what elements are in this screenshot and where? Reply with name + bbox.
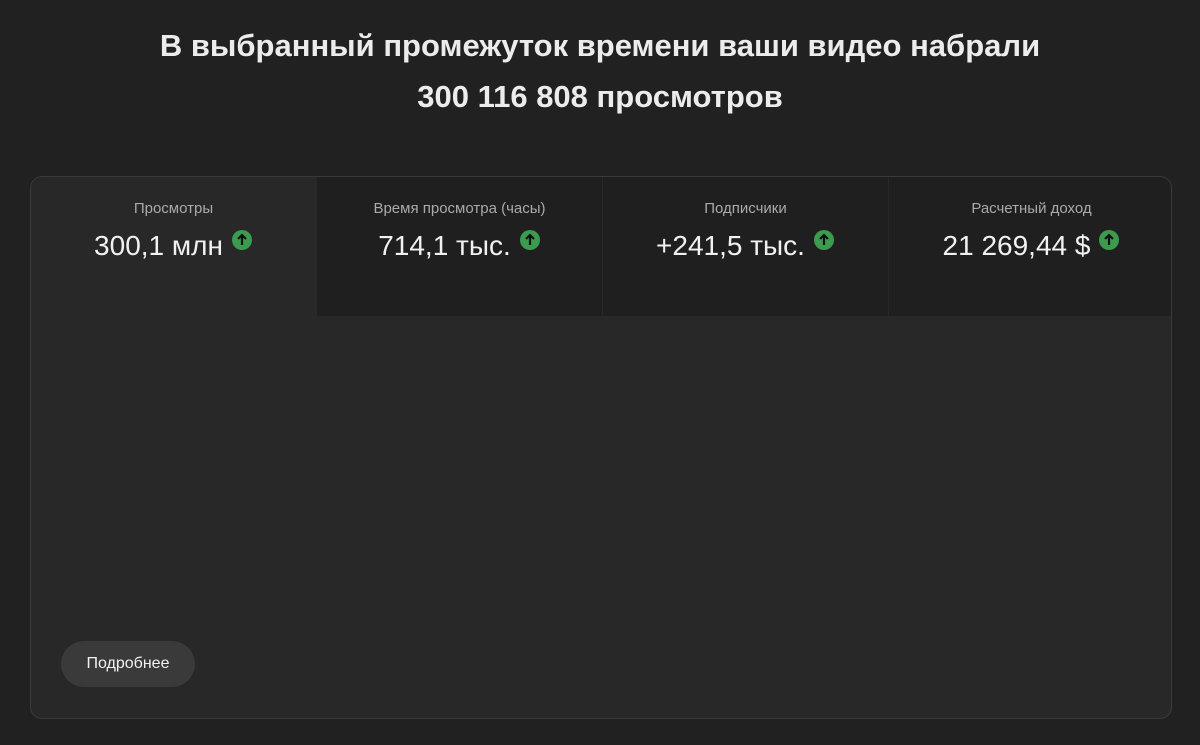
metric-value: 714,1 тыс.: [378, 230, 511, 261]
metric-value-row: 21 269,44 $: [889, 229, 1171, 262]
metric-value: 300,1 млн: [94, 230, 223, 261]
metric-card[interactable]: Время просмотра (часы) 714,1 тыс.: [317, 177, 602, 316]
title: В выбранный промежуток времени ваши виде…: [159, 28, 1041, 63]
trend-up-icon: [813, 230, 834, 250]
details-button[interactable]: Подробнее: [61, 641, 195, 687]
metric-label: Расчетный доход: [971, 200, 1092, 217]
metric-card[interactable]: Подписчики +241,5 тыс.: [603, 177, 888, 316]
metric-value-row: 300,1 млн 08,0 млн16,0 млн24,0 млн20 окт.…: [31, 229, 316, 262]
trend-up-icon: [519, 230, 540, 250]
metric-label: Подписчики: [704, 200, 787, 217]
trend-up-icon: 08,0 млн16,0 млн24,0 млн20 окт. …25 окт.…: [231, 230, 252, 250]
metric-card[interactable]: Просмотры 300,1 млн 08,0 млн16,0 млн24,0 …: [31, 177, 316, 316]
trend-up-icon: [1099, 230, 1120, 250]
metric-value: +241,5 тыс.: [656, 230, 805, 261]
title: 300 116 808 просмотров: [417, 79, 783, 114]
metric-label: Время просмотра (часы): [373, 200, 546, 217]
panel: Просмотры 300,1 млн 08,0 млн16,0 млн24,0 …: [30, 176, 1172, 719]
metric-card[interactable]: Расчетный доход 21 269,44 $: [889, 177, 1171, 316]
metric-value-row: +241,5 тыс.: [603, 229, 888, 262]
metric-value-row: 714,1 тыс.: [317, 229, 602, 262]
metric-label: Просмотры: [133, 200, 214, 217]
metric-value: 21 269,44 $: [942, 230, 1091, 261]
chart: [31, 177, 1171, 718]
